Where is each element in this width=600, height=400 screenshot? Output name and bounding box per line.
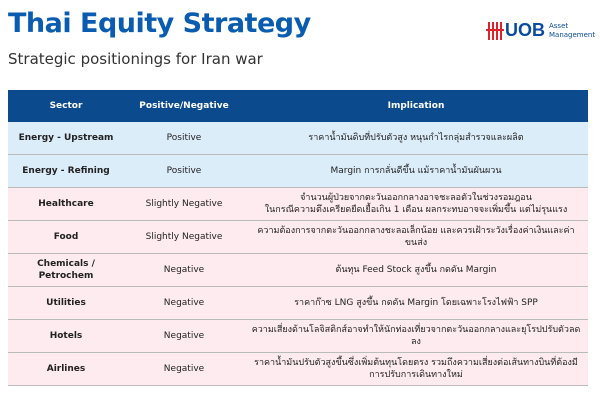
stance-cell: Negative — [124, 352, 244, 386]
implication-cell: Margin การกลั่นดีขึ้น แม้ราคาน้ำมันผันผว… — [244, 154, 588, 188]
table-row: Airlines Negative ราคาน้ำมันปรับตัวสูงขึ… — [8, 352, 588, 386]
implication-cell: จำนวนผู้ป่วยจากตะวันออกกลางอาจชะลอตัวในช… — [244, 187, 588, 221]
column-header-sector: Sector — [8, 90, 124, 122]
implication-cell: ต้นทุน Feed Stock สูงขึ้น กดดัน Margin — [244, 253, 588, 287]
sector-cell: Food — [8, 220, 124, 254]
implication-cell: ความเสี่ยงด้านโลจิสติกส์อาจทำให้นักท่องเ… — [244, 319, 588, 353]
stance-cell: Negative — [124, 253, 244, 287]
table-row: Food Slightly Negative ความต้องการจากตะว… — [8, 220, 588, 254]
implication-cell: ราคาน้ำมันปรับตัวสูงขึ้นซึ่งเพิ่มต้นทุนโ… — [244, 352, 588, 386]
stance-cell: Slightly Negative — [124, 220, 244, 254]
table-row: Chemicals / Petrochem Negative ต้นทุน Fe… — [8, 253, 588, 287]
stance-cell: Negative — [124, 286, 244, 320]
logo-tagline: Asset Management — [549, 21, 596, 39]
table-row: Hotels Negative ความเสี่ยงด้านโลจิสติกส์… — [8, 319, 588, 353]
implication-cell: ความต้องการจากตะวันออกกลางชะลอเล็กน้อย แ… — [244, 220, 588, 254]
stance-cell: Negative — [124, 319, 244, 353]
sector-cell: Energy - Refining — [8, 154, 124, 188]
uob-logo-mark-icon — [486, 21, 504, 40]
table-header: Sector Positive/Negative Implication — [8, 90, 588, 122]
stance-cell: Positive — [124, 154, 244, 188]
table-row: Energy - Upstream Positive ราคาน้ำมันดิบ… — [8, 122, 588, 155]
uob-logo: UOB Asset Management — [486, 20, 596, 41]
strategy-table: Sector Positive/Negative Implication Ene… — [8, 90, 588, 386]
stance-cell: Slightly Negative — [124, 187, 244, 221]
sector-cell: Airlines — [8, 352, 124, 386]
sector-cell: Chemicals / Petrochem — [8, 253, 124, 287]
table-row: Healthcare Slightly Negative จำนวนผู้ป่ว… — [8, 187, 588, 221]
column-header-stance: Positive/Negative — [124, 90, 244, 122]
stance-cell: Positive — [124, 122, 244, 155]
implication-cell: ราคาน้ำมันดิบที่ปรับตัวสูง หนุนกำไรกลุ่ม… — [244, 122, 588, 155]
sector-cell: Energy - Upstream — [8, 122, 124, 155]
column-header-implication: Implication — [244, 90, 588, 122]
sector-cell: Utilities — [8, 286, 124, 320]
page-title: Thai Equity Strategy — [8, 8, 311, 39]
logo-brand: UOB — [505, 20, 545, 40]
page-subtitle: Strategic positionings for Iran war — [8, 50, 263, 68]
table-row: Utilities Negative ราคาก๊าซ LNG สูงขึ้น … — [8, 286, 588, 320]
implication-cell: ราคาก๊าซ LNG สูงขึ้น กดดัน Margin โดยเฉพ… — [244, 286, 588, 320]
table-row: Energy - Refining Positive Margin การกลั… — [8, 154, 588, 188]
sector-cell: Healthcare — [8, 187, 124, 221]
sector-cell: Hotels — [8, 319, 124, 353]
